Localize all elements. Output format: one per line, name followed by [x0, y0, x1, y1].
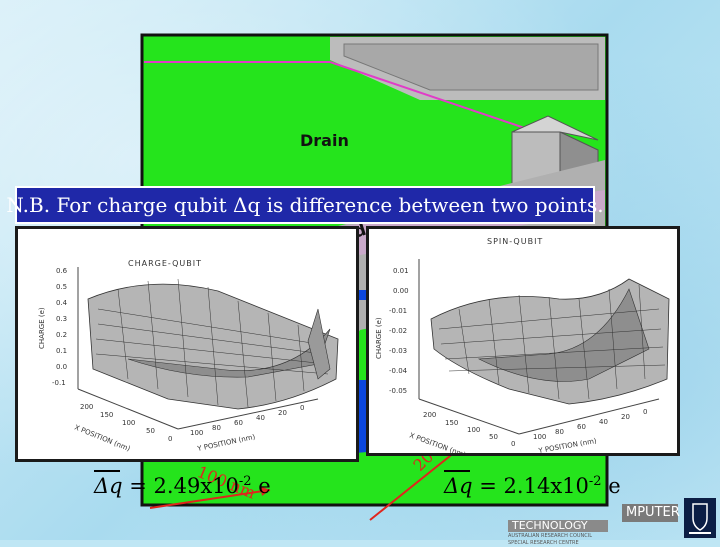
spin-x-axis	[418, 398, 520, 435]
spin-y-tick: 100	[533, 433, 546, 441]
spin-mesh	[438, 284, 666, 400]
spin-ylabel: X POSITION (nm)	[408, 431, 467, 456]
drain-lead-inner	[343, 43, 599, 91]
spin-z-tick: -0.03	[389, 347, 407, 355]
charge-delta-q-formula: Δq = 2.49x10-2 e	[94, 474, 271, 498]
charge-surface-svg: 0.6 0.5 0.4 0.3 0.2 0.1 0.0 -0.1 200 150…	[38, 267, 339, 453]
spin-qubit-plot: SPIN-QUBIT 0.01 0.00 -0.01 -0.02 -0.03 -…	[366, 226, 680, 456]
technology-logo: MPUTER TECHNOLOGY AUSTRALIAN RESEARCH CO…	[508, 504, 680, 546]
charge-dq-value: = 2.49x10	[122, 474, 239, 498]
charge-mesh	[95, 278, 329, 408]
crest-icon	[689, 503, 711, 534]
charge-zlabel: CHARGE (e)	[38, 307, 46, 349]
spin-y-tick: 40	[599, 418, 608, 426]
dimension-arrowhead-left	[260, 486, 270, 496]
spin-surface-svg: 0.01 0.00 -0.01 -0.02 -0.03 -0.04 -0.05 …	[375, 259, 670, 456]
charge-dq-symbol: Δq	[94, 474, 123, 498]
charge-x-tick: 200	[80, 403, 93, 411]
spin-x-tick: 100	[467, 426, 480, 434]
spin-z-tick: 0.00	[393, 287, 409, 295]
logo-computer-text: MPUTER	[622, 504, 680, 522]
charge-z-tick: 0.1	[56, 347, 67, 355]
charge-x-tick: 150	[100, 411, 113, 419]
charge-qubit-plot: CHARGE-QUBIT 0.6 0.5 0.4 0.3 0.2 0.1 0.0…	[15, 226, 359, 462]
charge-x-tick: 50	[146, 427, 155, 435]
spin-surface-dip	[477, 288, 650, 382]
note-banner: N.B. For charge qubit Δq is difference b…	[6, 186, 604, 224]
magenta-line-diag	[329, 61, 561, 141]
charge-plot-title: CHARGE-QUBIT	[128, 259, 202, 268]
spin-z-tick: -0.04	[389, 367, 408, 375]
spin-dq-exponent: -2	[588, 474, 602, 489]
charge-ylabel: X POSITION (nm)	[73, 423, 131, 453]
spin-y-axis	[518, 398, 660, 435]
charge-peak	[307, 308, 331, 380]
charge-x-axis	[77, 388, 179, 430]
charge-x-tick: 100	[122, 419, 135, 427]
charge-dq-exponent: -2	[238, 474, 252, 489]
university-crest-logo	[684, 498, 716, 538]
spin-x-tick: 200	[423, 411, 436, 419]
charge-z-tick: 0.3	[56, 315, 67, 323]
spin-z-tick: -0.01	[389, 307, 407, 315]
drain-label: Drain	[300, 131, 349, 150]
charge-dq-unit: e	[251, 474, 271, 498]
spin-zlabel: CHARGE (e)	[375, 317, 383, 359]
charge-z-tick: 0.2	[56, 331, 67, 339]
spin-delta-q-formula: Δq = 2.14x10-2 e	[444, 474, 621, 498]
spin-y-tick: 0	[643, 408, 647, 416]
logo-technology-text: TECHNOLOGY	[508, 520, 608, 532]
charge-y-tick: 60	[234, 419, 243, 427]
spin-y-tick: 20	[621, 413, 630, 421]
center-marker	[356, 290, 366, 300]
spin-y-tick: 60	[577, 423, 586, 431]
charge-y-tick: 0	[300, 404, 304, 412]
charge-y-tick: 100	[190, 429, 203, 437]
spin-x-tick: 0	[511, 440, 515, 448]
charge-y-tick: 40	[256, 414, 265, 422]
spin-z-tick: -0.02	[389, 327, 407, 335]
spin-plot-title: SPIN-QUBIT	[487, 237, 544, 246]
charge-z-tick: -0.1	[52, 379, 66, 387]
spin-dq-value: = 2.14x10	[472, 474, 589, 498]
charge-x-tick: 0	[168, 435, 172, 443]
spin-y-tick: 80	[555, 428, 564, 436]
charge-y-tick: 80	[212, 424, 221, 432]
logo-subtitle-text: AUSTRALIAN RESEARCH COUNCIL SPECIAL RESE…	[508, 533, 593, 546]
spin-z-tick: -0.05	[389, 387, 407, 395]
charge-y-axis	[177, 398, 319, 430]
charge-z-tick: 0.6	[56, 267, 68, 275]
charge-z-tick: 0.5	[56, 283, 67, 291]
dimension-arrow-left	[149, 489, 271, 509]
charge-z-tick: 0.4	[56, 299, 68, 307]
spin-x-tick: 150	[445, 419, 458, 427]
spin-z-tick: 0.01	[393, 267, 409, 275]
spin-dq-symbol: Δq	[444, 474, 473, 498]
charge-y-tick: 20	[278, 409, 287, 417]
charge-z-tick: 0.0	[56, 363, 67, 371]
spin-dq-unit: e	[601, 474, 621, 498]
charge-xlabel: Y POSITION (nm)	[196, 433, 256, 453]
spin-x-tick: 50	[489, 433, 498, 441]
drain-pillar-top	[511, 115, 599, 141]
